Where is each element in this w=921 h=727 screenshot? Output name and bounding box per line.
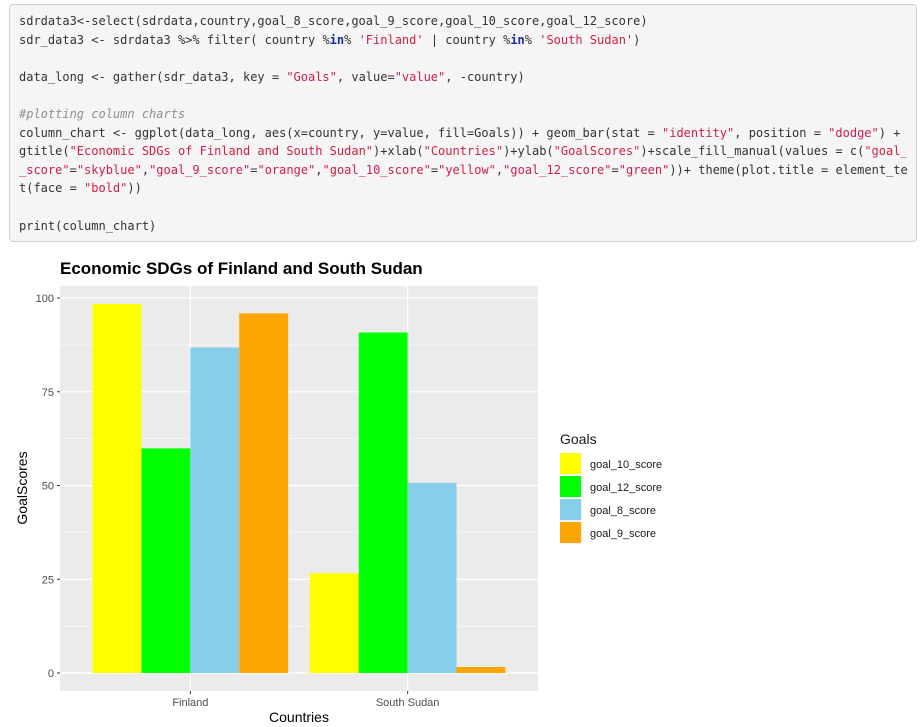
x-tick-label: South Sudan <box>376 697 440 709</box>
bar-goal_10_score <box>92 304 142 673</box>
legend-swatch <box>560 453 581 474</box>
legend-swatch <box>560 476 581 497</box>
y-axis: 0 25 50 75 100 <box>36 293 60 680</box>
code-token: "identity" <box>662 125 735 140</box>
code-token: )+scale_fill_manual(values = c( <box>640 144 865 159</box>
y-tick-label: 100 <box>36 293 54 305</box>
code-line: column_chart <- ggplot(data_long, aes(x=… <box>19 124 907 143</box>
code-line: t(face = "bold")) <box>19 179 907 198</box>
legend-swatch <box>560 522 581 543</box>
code-line: sdr_data3 <- sdrdata3 %>% filter( countr… <box>19 31 907 50</box>
x-axis-label: Countries <box>269 709 329 725</box>
code-token: 'South Sudan' <box>539 32 634 47</box>
code-token: 'Finland' <box>358 32 424 47</box>
code-token: )) <box>127 181 142 196</box>
code-token: ) <box>633 32 641 47</box>
code-token: in <box>510 32 525 47</box>
code-token: = <box>611 162 619 177</box>
code-token: , <box>141 162 150 177</box>
code-line: print(column_chart) <box>19 217 907 236</box>
code-token: , <box>315 162 323 177</box>
y-tick-label: 50 <box>42 481 54 493</box>
code-token: "Countries" <box>423 144 504 159</box>
bars <box>92 304 506 673</box>
chart-title: Economic SDGs of Finland and South Sudan <box>60 259 423 278</box>
code-token: #plotting column charts <box>19 106 186 121</box>
code-token: % <box>344 32 359 47</box>
legend-label: goal_8_score <box>590 505 656 517</box>
code-token: "goal_12_score" <box>503 162 612 177</box>
code-token: "skyblue" <box>76 162 142 177</box>
code-token: % <box>503 32 511 47</box>
code-token: , -country) <box>445 69 525 84</box>
code-token: "yellow" <box>438 162 496 177</box>
code-token: t(face = <box>19 181 85 196</box>
code-token: sdr_data3 <- sdrdata3 %>% filter( countr… <box>19 32 323 47</box>
legend-label: goal_9_score <box>590 528 656 540</box>
code-line: gtitle("Economic SDGs of Finland and Sou… <box>19 142 907 161</box>
code-line: data_long <- gather(sdr_data3, key = "Go… <box>19 68 907 87</box>
y-tick-label: 0 <box>48 668 54 680</box>
code-token: gtitle( <box>19 144 70 159</box>
code-token: , <box>495 162 504 177</box>
column-chart: Economic SDGs of Finland and South Sudan… <box>14 259 662 725</box>
legend: Goals goal_10_score goal_12_score goal_8_s… <box>560 431 662 544</box>
code-token: = <box>430 162 439 177</box>
bar-goal_12_score <box>141 448 191 673</box>
code-token: | country <box>423 32 504 47</box>
code-token: "Economic SDGs of Finland and South Suda… <box>69 144 374 159</box>
legend-label: goal_12_score <box>590 482 662 494</box>
x-axis: Finland South Sudan <box>172 691 439 709</box>
code-line: _score"="skyblue","goal_9_score"="orange… <box>19 161 907 180</box>
code-token: "goal_9_score" <box>149 162 251 177</box>
code-line <box>19 198 907 217</box>
code-token: "GoalScores" <box>553 144 641 159</box>
code-token: "green" <box>618 162 670 177</box>
code-line: sdrdata3<-select(sdrdata,country,goal_8_… <box>19 12 907 31</box>
code-token: % <box>524 32 540 47</box>
y-tick-label: 75 <box>42 387 54 399</box>
bar-goal_9_score <box>456 667 506 673</box>
code-token: "Goals" <box>286 69 337 84</box>
code-token: = <box>250 162 258 177</box>
code-token: = <box>69 162 77 177</box>
legend-title: Goals <box>560 431 597 447</box>
code-token: )+xlab( <box>373 144 424 159</box>
code-token: _score" <box>19 162 70 177</box>
code-token: in <box>329 32 345 47</box>
code-token: "bold" <box>84 181 128 196</box>
code-block: sdrdata3<-select(sdrdata,country,goal_8_… <box>9 4 917 242</box>
code-token: ))+ theme(plot.title = element_tex <box>669 162 907 177</box>
code-token: "value" <box>394 69 446 84</box>
code-token: "goal_8 <box>864 144 907 159</box>
code-token: "orange" <box>257 162 316 177</box>
code-line <box>19 49 907 68</box>
code-token: , value= <box>336 69 395 84</box>
code-token: column_chart <- ggplot(data_long, aes(x=… <box>19 125 662 140</box>
y-axis-label: GoalScores <box>14 451 30 524</box>
code-token: "goal_10_score" <box>322 162 431 177</box>
bar-goal_8_score <box>190 347 240 673</box>
code-line: #plotting column charts <box>19 105 907 124</box>
x-tick-label: Finland <box>172 697 208 709</box>
code-token: data_long <- gather(sdr_data3, key = <box>19 69 287 84</box>
bar-goal_10_score <box>309 573 359 673</box>
bar-goal_8_score <box>407 482 457 673</box>
bar-goal_12_score <box>358 332 408 673</box>
code-token: % <box>322 32 330 47</box>
legend-label: goal_10_score <box>590 459 662 471</box>
code-token: , position = <box>734 125 829 140</box>
code-token: sdrdata3<-select(sdrdata,country,goal_8_… <box>19 14 648 28</box>
code-token: "dodge" <box>828 125 879 140</box>
y-tick-label: 25 <box>42 574 54 586</box>
code-token: ) + g <box>878 125 901 140</box>
code-token: )+ylab( <box>503 144 554 159</box>
bar-goal_9_score <box>239 313 289 673</box>
code-line <box>19 86 907 105</box>
legend-swatch <box>560 499 581 520</box>
code-token: print(column_chart) <box>19 218 157 233</box>
